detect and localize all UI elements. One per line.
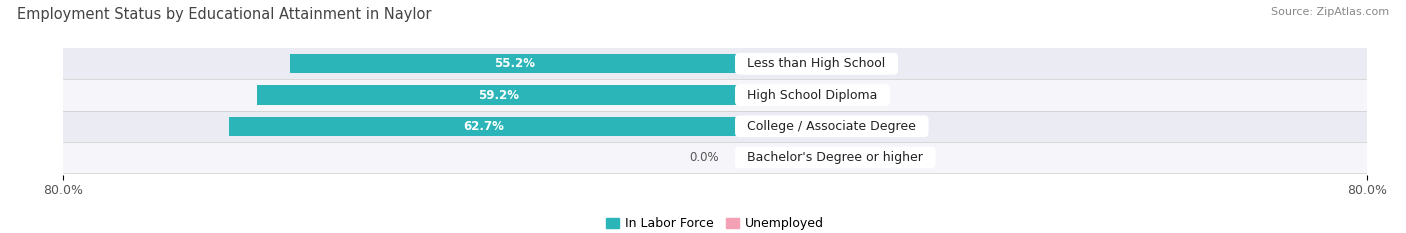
- Text: 55.2%: 55.2%: [494, 57, 536, 70]
- Bar: [740, 85, 763, 105]
- Bar: [740, 54, 763, 73]
- Bar: [63, 111, 1367, 142]
- Bar: [63, 48, 1367, 79]
- Bar: [290, 54, 740, 73]
- Text: Bachelor's Degree or higher: Bachelor's Degree or higher: [740, 151, 931, 164]
- Text: 0.0%: 0.0%: [772, 120, 801, 133]
- Text: College / Associate Degree: College / Associate Degree: [740, 120, 924, 133]
- Text: Less than High School: Less than High School: [740, 57, 894, 70]
- Bar: [229, 116, 740, 136]
- Text: 0.0%: 0.0%: [772, 89, 801, 102]
- Bar: [63, 79, 1367, 111]
- Bar: [257, 85, 740, 105]
- Text: 0.0%: 0.0%: [772, 57, 801, 70]
- Text: 0.0%: 0.0%: [772, 151, 801, 164]
- Text: 0.0%: 0.0%: [689, 151, 718, 164]
- Text: Employment Status by Educational Attainment in Naylor: Employment Status by Educational Attainm…: [17, 7, 432, 22]
- Legend: In Labor Force, Unemployed: In Labor Force, Unemployed: [602, 212, 828, 233]
- Bar: [740, 148, 763, 167]
- Text: 59.2%: 59.2%: [478, 89, 519, 102]
- Text: 62.7%: 62.7%: [464, 120, 505, 133]
- Bar: [740, 116, 763, 136]
- Bar: [63, 142, 1367, 173]
- Text: High School Diploma: High School Diploma: [740, 89, 886, 102]
- Text: Source: ZipAtlas.com: Source: ZipAtlas.com: [1271, 7, 1389, 17]
